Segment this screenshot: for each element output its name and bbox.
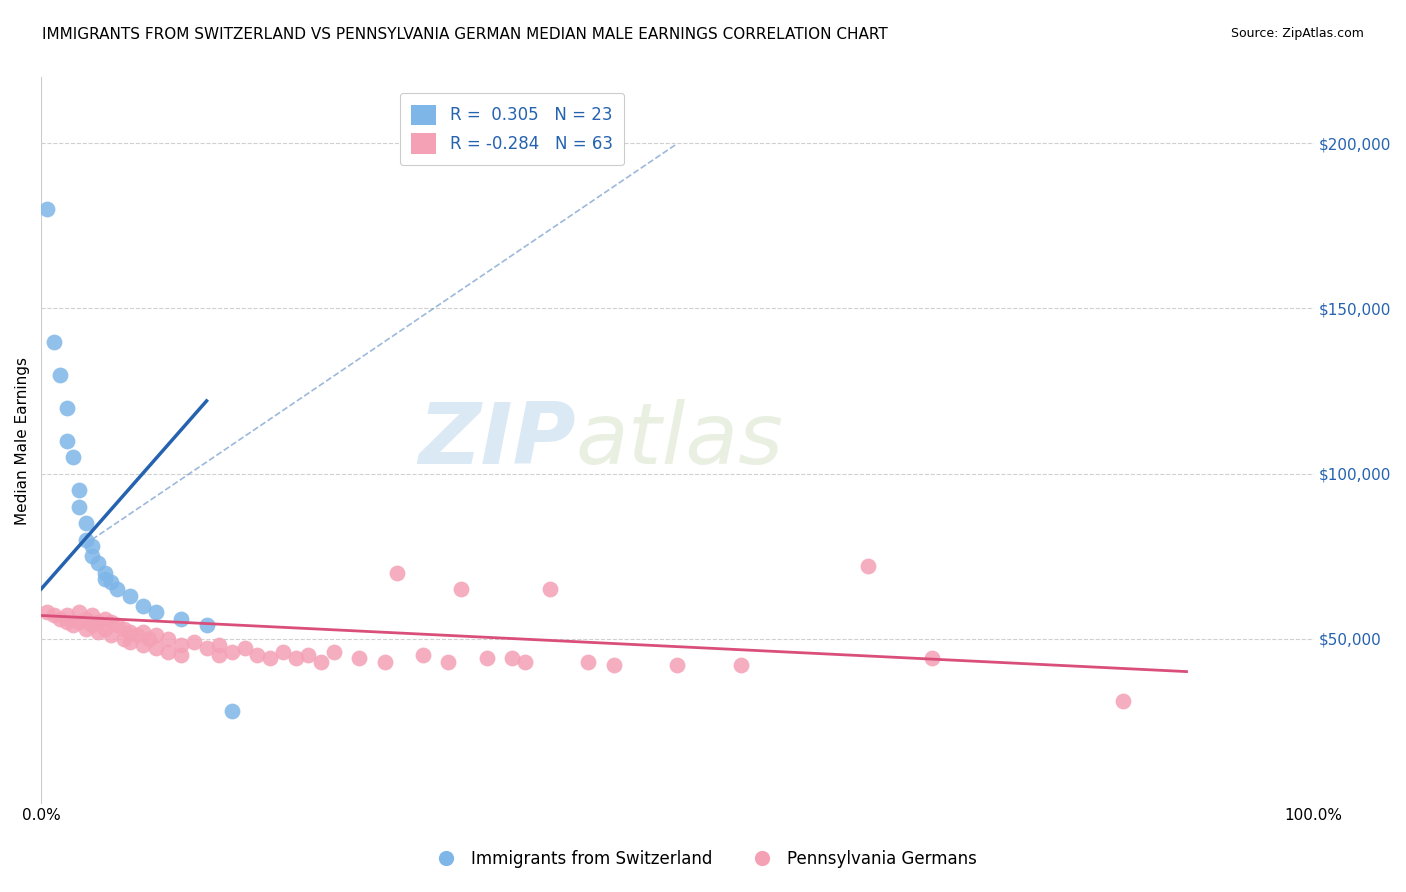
Point [67, 500, 90, 514]
Legend: R =  0.305   N = 23, R = -0.284   N = 63: R = 0.305 N = 23, R = -0.284 N = 63 [399, 93, 624, 165]
Point [120, 624, 142, 639]
Point [183, 635, 205, 649]
Point [284, 651, 307, 665]
Point [132, 638, 155, 652]
Point [271, 645, 294, 659]
Point [67, 483, 90, 497]
Point [297, 648, 319, 662]
Point [208, 648, 231, 662]
Point [132, 599, 155, 613]
Point [62, 618, 84, 632]
Point [170, 638, 193, 652]
Point [170, 612, 193, 626]
Point [730, 657, 752, 672]
Point [55, 608, 77, 623]
Point [145, 641, 167, 656]
Point [501, 651, 523, 665]
Point [233, 641, 256, 656]
Point [37, 605, 59, 619]
Point [37, 202, 59, 217]
Point [576, 655, 599, 669]
Point [120, 635, 142, 649]
Point [195, 641, 218, 656]
Point [80, 608, 103, 623]
Point [221, 645, 243, 659]
Point [93, 612, 115, 626]
Point [100, 628, 122, 642]
Point [921, 651, 943, 665]
Point [120, 589, 142, 603]
Point [75, 516, 97, 530]
Point [42, 334, 65, 349]
Point [112, 622, 135, 636]
Point [107, 582, 129, 596]
Point [107, 618, 129, 632]
Point [62, 450, 84, 464]
Point [538, 582, 561, 596]
Point [138, 632, 160, 646]
Point [208, 638, 231, 652]
Point [49, 612, 72, 626]
Text: atlas: atlas [575, 399, 783, 482]
Point [513, 655, 536, 669]
Point [112, 632, 135, 646]
Point [93, 622, 115, 636]
Point [437, 655, 460, 669]
Legend: Immigrants from Switzerland, Pennsylvania Germans: Immigrants from Switzerland, Pennsylvani… [422, 844, 984, 875]
Point [80, 549, 103, 563]
Point [349, 651, 371, 665]
Point [75, 533, 97, 547]
Point [858, 558, 880, 573]
Point [67, 615, 90, 629]
Point [450, 582, 472, 596]
Point [309, 655, 332, 669]
Point [87, 624, 110, 639]
Point [93, 566, 115, 580]
Point [67, 605, 90, 619]
Point [87, 615, 110, 629]
Point [55, 434, 77, 448]
Text: ZIP: ZIP [418, 399, 575, 482]
Point [100, 615, 122, 629]
Point [125, 628, 148, 642]
Text: Source: ZipAtlas.com: Source: ZipAtlas.com [1230, 27, 1364, 40]
Point [93, 572, 115, 586]
Point [322, 645, 344, 659]
Point [412, 648, 434, 662]
Point [666, 657, 689, 672]
Point [157, 645, 180, 659]
Point [374, 655, 396, 669]
Point [603, 657, 626, 672]
Point [145, 605, 167, 619]
Point [75, 612, 97, 626]
Point [55, 615, 77, 629]
Point [42, 608, 65, 623]
Point [157, 632, 180, 646]
Point [100, 575, 122, 590]
Point [170, 648, 193, 662]
Point [221, 704, 243, 718]
Text: IMMIGRANTS FROM SWITZERLAND VS PENNSYLVANIA GERMAN MEDIAN MALE EARNINGS CORRELAT: IMMIGRANTS FROM SWITZERLAND VS PENNSYLVA… [42, 27, 889, 42]
Point [246, 648, 269, 662]
Point [49, 368, 72, 382]
Point [475, 651, 498, 665]
Point [55, 401, 77, 415]
Point [75, 622, 97, 636]
Point [387, 566, 409, 580]
Point [87, 556, 110, 570]
Point [259, 651, 281, 665]
Point [80, 618, 103, 632]
Point [1112, 694, 1135, 708]
Point [132, 624, 155, 639]
Point [195, 618, 218, 632]
Point [145, 628, 167, 642]
Point [80, 539, 103, 553]
Y-axis label: Median Male Earnings: Median Male Earnings [15, 357, 30, 524]
